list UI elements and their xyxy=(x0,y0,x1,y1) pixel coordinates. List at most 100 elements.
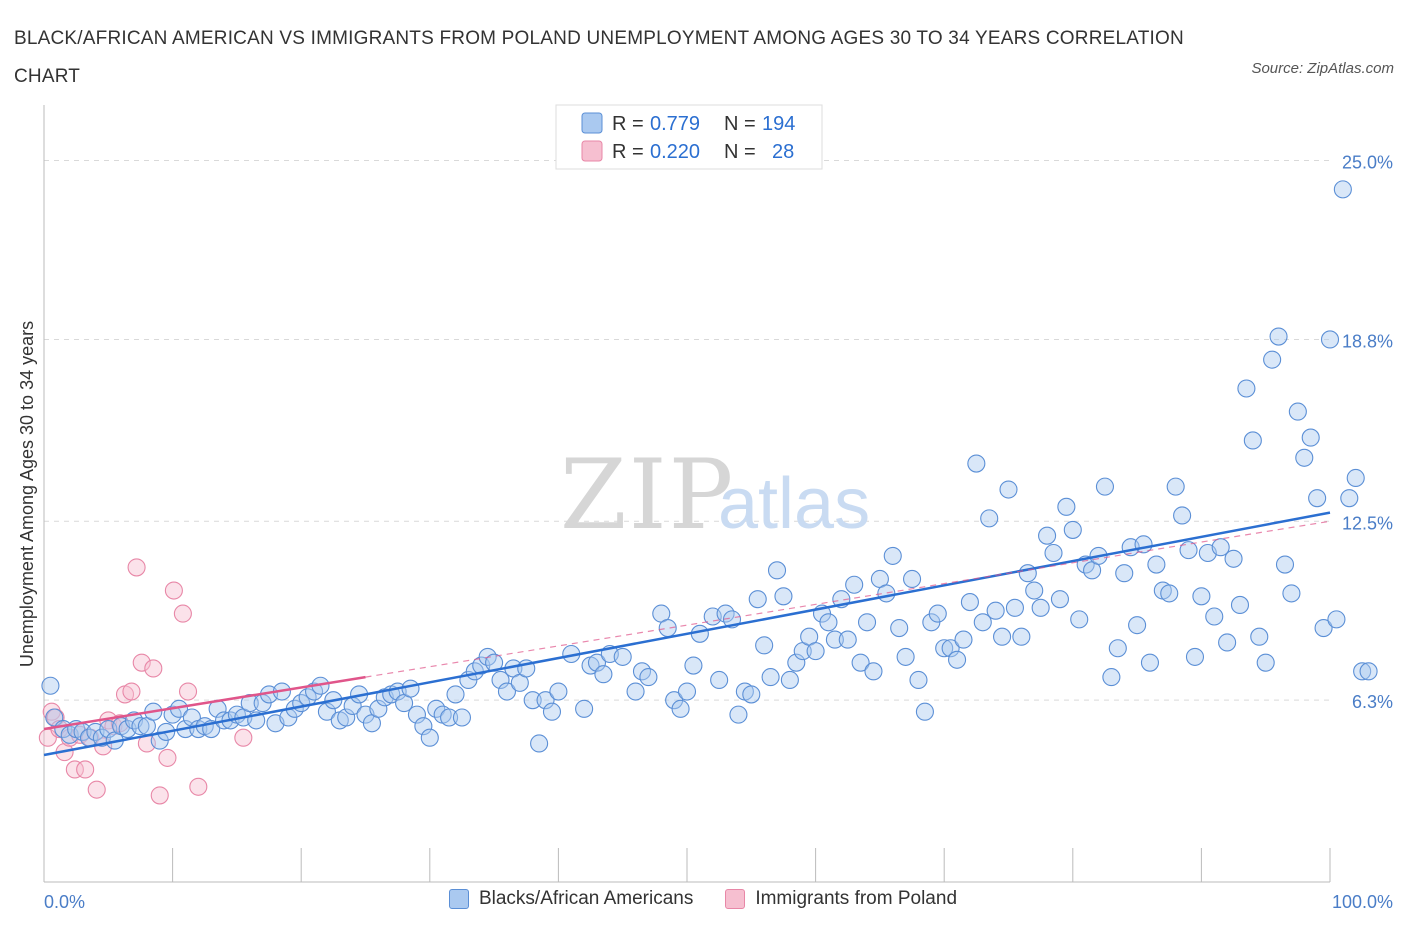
point-black xyxy=(767,561,787,580)
point-black xyxy=(1243,431,1262,450)
point-black xyxy=(497,682,517,701)
point-black xyxy=(774,587,793,606)
point-black xyxy=(1211,538,1230,557)
legend-n-value-1: 194 xyxy=(762,113,795,135)
point-black xyxy=(960,593,979,612)
point-black xyxy=(317,702,336,721)
point-black xyxy=(761,668,780,687)
point-black xyxy=(780,670,799,690)
point-black xyxy=(1230,595,1250,615)
x-ticks xyxy=(43,848,1331,882)
point-poland xyxy=(158,748,177,767)
point-black xyxy=(542,702,562,721)
point-black xyxy=(613,647,632,666)
point-black xyxy=(658,618,677,638)
point-black xyxy=(337,708,356,727)
y-axis-label: Unemployment Among Ages 30 to 34 years xyxy=(17,321,37,667)
point-black xyxy=(1205,607,1224,626)
point-black xyxy=(1070,610,1089,629)
point-black xyxy=(954,630,973,649)
point-poland xyxy=(173,604,192,623)
point-black xyxy=(1333,180,1352,199)
point-black xyxy=(690,624,709,643)
trend-line-black xyxy=(43,511,1331,757)
legend-r-value-1: 0.779 xyxy=(650,113,700,135)
point-black xyxy=(980,509,999,528)
trend-line-poland-extension xyxy=(365,520,1331,678)
y-tick-label: 12.5% xyxy=(1342,513,1393,533)
point-black xyxy=(1185,647,1205,666)
point-black xyxy=(1288,402,1307,421)
point-black xyxy=(1031,598,1050,617)
point-black xyxy=(710,670,729,690)
point-black xyxy=(1038,526,1057,545)
point-poland xyxy=(164,581,183,600)
legend-swatch-blue xyxy=(581,112,603,134)
point-black xyxy=(883,546,902,565)
point-black xyxy=(1095,477,1114,496)
y-tick-label: 18.8% xyxy=(1342,331,1393,351)
point-black xyxy=(845,575,864,594)
point-black xyxy=(491,670,510,690)
legend-swatch-poland xyxy=(725,889,746,909)
legend-bottom: Blacks/African Americans Immigrants from… xyxy=(0,888,1406,910)
point-black xyxy=(1224,549,1243,568)
point-black xyxy=(1140,653,1160,672)
point-black xyxy=(1012,627,1031,646)
point-black xyxy=(452,708,472,727)
point-black xyxy=(1353,662,1372,681)
watermark-zip: ZIP xyxy=(560,439,735,551)
point-black xyxy=(1025,581,1044,600)
point-poland xyxy=(144,659,163,678)
point-poland xyxy=(189,777,208,796)
legend-item-black: Blacks/African Americans xyxy=(448,888,693,910)
point-black xyxy=(948,650,967,669)
x-tick-label-min: 0.0% xyxy=(44,892,85,912)
point-black xyxy=(864,662,883,681)
point-poland xyxy=(178,682,198,701)
point-black xyxy=(1314,618,1333,638)
point-black xyxy=(1057,497,1076,516)
point-black xyxy=(1308,489,1327,508)
chart-title: BLACK/AFRICAN AMERICAN VS IMMIGRANTS FRO… xyxy=(14,28,1184,87)
point-black xyxy=(935,639,954,658)
point-black xyxy=(1147,555,1166,574)
point-black xyxy=(1327,610,1346,629)
source-label: Source: ZipAtlas.com xyxy=(1251,60,1394,77)
point-black xyxy=(928,604,947,623)
legend-r-label-1: R = xyxy=(612,113,644,135)
point-black xyxy=(1160,584,1179,603)
point-black xyxy=(575,699,594,718)
point-black xyxy=(1359,662,1378,681)
legend-swatch-black xyxy=(448,889,469,909)
point-black xyxy=(1005,598,1024,617)
point-black xyxy=(523,691,542,710)
point-black xyxy=(626,682,645,701)
point-black xyxy=(671,699,690,718)
point-black xyxy=(407,705,426,724)
point-black xyxy=(639,668,658,687)
point-black xyxy=(530,734,549,753)
point-black xyxy=(1115,564,1134,583)
point-black xyxy=(851,653,870,672)
point-poland xyxy=(122,682,141,701)
x-tick-label-max: 100.0% xyxy=(1332,892,1393,912)
point-black xyxy=(414,717,433,736)
point-black xyxy=(420,728,439,747)
point-poland xyxy=(65,760,84,779)
point-black xyxy=(369,699,388,718)
point-black xyxy=(1295,448,1314,467)
point-black xyxy=(1050,590,1069,609)
point-black xyxy=(748,590,767,609)
legend-swatch-pink xyxy=(581,140,603,162)
point-black xyxy=(915,702,934,721)
trend-line-poland xyxy=(43,675,366,731)
point-black xyxy=(1340,489,1359,508)
point-black xyxy=(536,691,555,710)
point-black xyxy=(825,630,844,649)
y-tick-labels: 6.3% 12.5% 18.8% 25.0% xyxy=(1342,153,1393,713)
point-black xyxy=(1192,587,1211,606)
point-black xyxy=(890,618,909,638)
point-black xyxy=(973,613,992,632)
